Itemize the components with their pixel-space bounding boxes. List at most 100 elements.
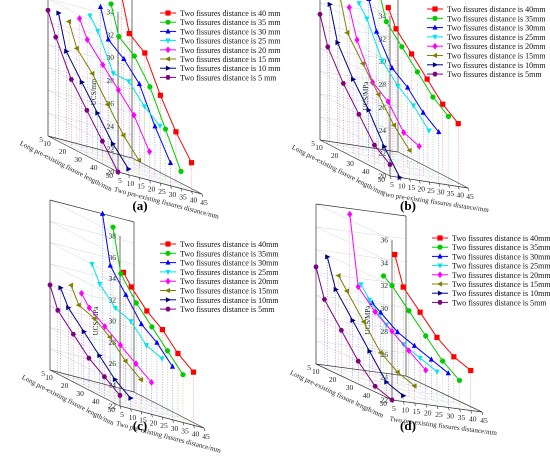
axis-line	[315, 203, 407, 217]
y-tick-label: 10	[43, 139, 51, 148]
x-tick-label: 15	[137, 182, 145, 191]
z-tick-label: 28	[381, 327, 389, 336]
legend-marker	[437, 253, 443, 259]
series-15	[335, 272, 417, 403]
x-tick	[170, 185, 172, 189]
x-tick-label: 20	[424, 409, 432, 418]
legend-label: Two fissures distance is 5mm	[452, 298, 547, 307]
data-point	[116, 33, 122, 40]
data-point	[394, 328, 401, 335]
data-point	[440, 358, 446, 364]
data-point	[410, 103, 417, 109]
grid-line	[49, 306, 121, 343]
grid-line	[89, 146, 161, 184]
data-point	[359, 60, 365, 67]
z-tick-label: 34	[109, 274, 117, 283]
legend-label: Two fissures distance is 20mm	[452, 271, 550, 280]
x-tick	[470, 410, 473, 414]
legend-marker	[165, 269, 171, 276]
axis-line	[133, 391, 205, 429]
data-point	[178, 168, 184, 174]
legend-marker	[432, 42, 438, 50]
grid-line	[319, 25, 391, 62]
data-point	[133, 360, 139, 368]
data-point	[354, 36, 360, 44]
data-point	[340, 81, 346, 86]
legend-label: Two fissures distance is 35mm	[180, 249, 279, 258]
x-tick	[418, 180, 421, 184]
data-point	[97, 352, 103, 359]
data-point	[424, 76, 430, 82]
data-point	[148, 378, 155, 386]
z-tick-label: 30	[107, 53, 115, 62]
legend-label: Two fissures distance is 40mm	[447, 5, 546, 14]
series-25	[356, 1, 432, 182]
data-point	[118, 271, 124, 277]
axis-line	[405, 375, 483, 413]
legend-label: Two fissures distance is 10 mm	[180, 64, 281, 73]
x-tick-label: 10	[127, 179, 135, 188]
legend-marker	[432, 24, 438, 30]
data-point	[121, 55, 127, 61]
x-tick	[436, 405, 439, 410]
z-tick-label: 34	[379, 12, 387, 21]
data-point	[356, 111, 362, 117]
series-40	[121, 0, 195, 192]
legend-label: Two fissures distance is 15mm	[447, 52, 546, 61]
data-point	[146, 148, 153, 156]
data-point	[344, 30, 350, 36]
z-tick-label: 22	[381, 396, 389, 405]
grid-line	[47, 112, 119, 150]
legend-label: Two fissures distance is 10mm	[447, 61, 546, 70]
legend-marker	[432, 6, 438, 12]
grid-line	[327, 365, 404, 402]
data-point	[84, 107, 90, 113]
series-line	[49, 284, 121, 396]
legend-label: Two fissures distance is 5mm	[180, 305, 275, 314]
grid-line	[383, 372, 460, 410]
y-tick-label: 50	[106, 171, 114, 180]
data-point	[180, 372, 186, 378]
z-tick-label: 36	[381, 236, 389, 245]
data-point	[372, 383, 378, 389]
legend-marker	[165, 10, 171, 16]
data-point	[414, 69, 420, 75]
data-point	[351, 76, 357, 82]
data-point	[149, 324, 155, 330]
legend-marker	[432, 62, 439, 68]
grid-line	[368, 147, 439, 184]
x-tick-label: 45	[200, 198, 208, 207]
data-point	[143, 343, 150, 349]
legend-marker	[164, 287, 171, 294]
z-tick-label: 26	[379, 103, 387, 112]
grid-line	[49, 327, 121, 364]
grid-line	[121, 155, 192, 192]
x-tick	[457, 186, 460, 190]
data-point	[358, 282, 364, 288]
legend-label: Two fissures distance is 30mm	[180, 259, 279, 268]
data-point	[164, 348, 171, 354]
legend-label: Two fissures distance is 40mm	[180, 240, 279, 249]
z-axis-label: UCS/mm	[90, 78, 98, 105]
data-point	[135, 157, 142, 163]
data-point	[393, 26, 399, 32]
x-tick-label: 20	[148, 184, 156, 193]
data-point	[400, 284, 406, 290]
data-point	[142, 50, 148, 56]
data-point	[401, 129, 407, 136]
grid-line	[315, 295, 407, 308]
series-line	[368, 0, 440, 133]
grid-line	[315, 249, 407, 262]
data-point	[45, 7, 51, 13]
x-tick-label: 25	[435, 410, 443, 419]
grid-line	[49, 0, 119, 36]
x-tick-label: 40	[469, 415, 477, 424]
x-tick	[203, 427, 206, 432]
data-point	[375, 91, 381, 98]
data-point	[468, 367, 474, 374]
data-point	[371, 142, 378, 148]
legend-marker	[437, 244, 443, 250]
y-tick-label: 50	[108, 405, 116, 414]
